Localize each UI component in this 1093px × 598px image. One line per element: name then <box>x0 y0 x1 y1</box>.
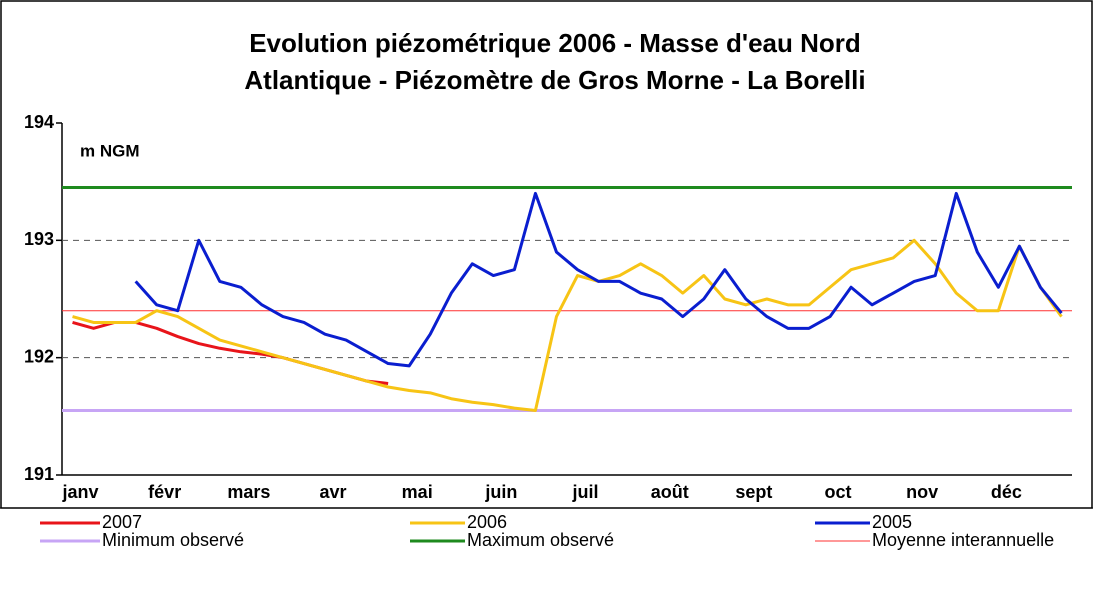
legend-label: Moyenne interannuelle <box>872 530 1054 550</box>
legend-label: Maximum observé <box>467 530 614 550</box>
x-tick-label: déc <box>991 482 1022 502</box>
x-tick-label: mai <box>402 482 433 502</box>
series-line <box>134 191 1063 368</box>
x-tick-label: oct <box>825 482 852 502</box>
x-tick-label: mars <box>227 482 270 502</box>
x-tick-label: nov <box>906 482 938 502</box>
x-tick-label: juin <box>484 482 517 502</box>
x-tick-label: août <box>651 482 689 502</box>
chart-title: Atlantique - Piézomètre de Gros Morne - … <box>244 65 865 95</box>
chart-title: Evolution piézométrique 2006 - Masse d'e… <box>249 28 861 58</box>
y-tick-label: 192 <box>24 346 54 366</box>
legend-label: 2006 <box>467 512 507 532</box>
y-tick-label: 194 <box>24 112 54 132</box>
x-tick-label: févr <box>148 482 181 502</box>
series-line <box>72 238 1063 412</box>
x-tick-label: sept <box>735 482 772 502</box>
x-tick-label: avr <box>320 482 347 502</box>
x-tick-label: janv <box>62 482 99 502</box>
legend-label: 2005 <box>872 512 912 532</box>
chart-area <box>0 0 1093 509</box>
legend-label: Minimum observé <box>102 530 244 550</box>
y-tick-label: 193 <box>24 229 54 249</box>
x-tick-label: juil <box>572 482 599 502</box>
legend-label: 2007 <box>102 512 142 532</box>
annotation: m NGM <box>80 141 140 160</box>
y-tick-label: 191 <box>24 464 54 484</box>
